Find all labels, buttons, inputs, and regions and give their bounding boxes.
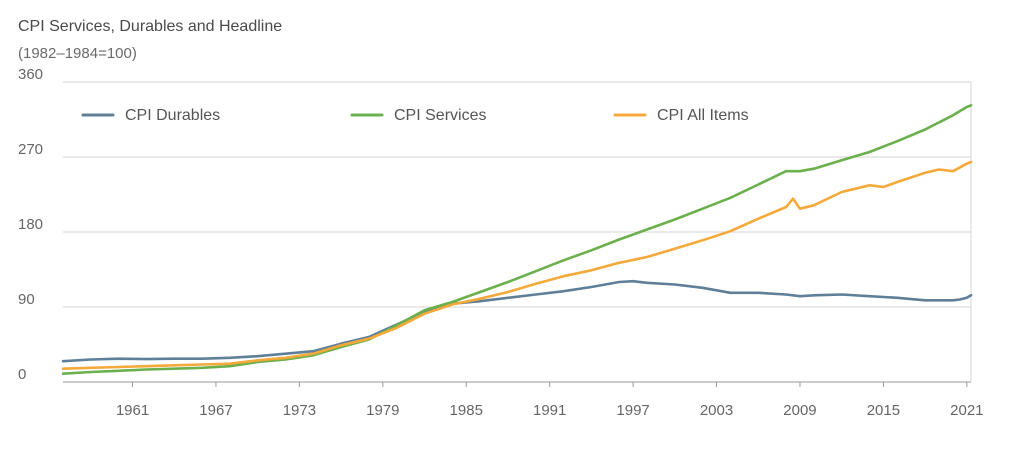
y-tick-label: 360 bbox=[18, 66, 43, 83]
x-tick-label: 2021 bbox=[950, 402, 983, 419]
x-tick-label: 2015 bbox=[867, 402, 900, 419]
series-line-cpi-durables bbox=[61, 279, 973, 363]
chart-subtitle: (1982–1984=100) bbox=[18, 45, 137, 62]
legend-label: CPI Services bbox=[394, 107, 486, 124]
series-line-cpi-all-items bbox=[61, 160, 973, 370]
legend-label: CPI All Items bbox=[657, 107, 749, 124]
x-tick-label: 2009 bbox=[783, 402, 816, 419]
y-tick-label: 270 bbox=[18, 141, 43, 158]
x-tick-label: 1991 bbox=[533, 402, 566, 419]
chart-title: CPI Services, Durables and Headline bbox=[18, 18, 283, 35]
x-tick-label: 1979 bbox=[366, 402, 399, 419]
x-tick-label: 1985 bbox=[450, 402, 483, 419]
y-tick-label: 90 bbox=[18, 291, 35, 308]
x-tick-label: 2003 bbox=[700, 402, 733, 419]
x-tick-label: 1967 bbox=[199, 402, 232, 419]
legend-label: CPI Durables bbox=[125, 107, 220, 124]
y-tick-label: 180 bbox=[18, 216, 43, 233]
x-tick-label: 1973 bbox=[283, 402, 316, 419]
series-line-cpi-services bbox=[61, 104, 973, 375]
y-tick-label: 0 bbox=[18, 366, 26, 383]
x-tick-label: 1961 bbox=[116, 402, 149, 419]
x-tick-label: 1997 bbox=[616, 402, 649, 419]
